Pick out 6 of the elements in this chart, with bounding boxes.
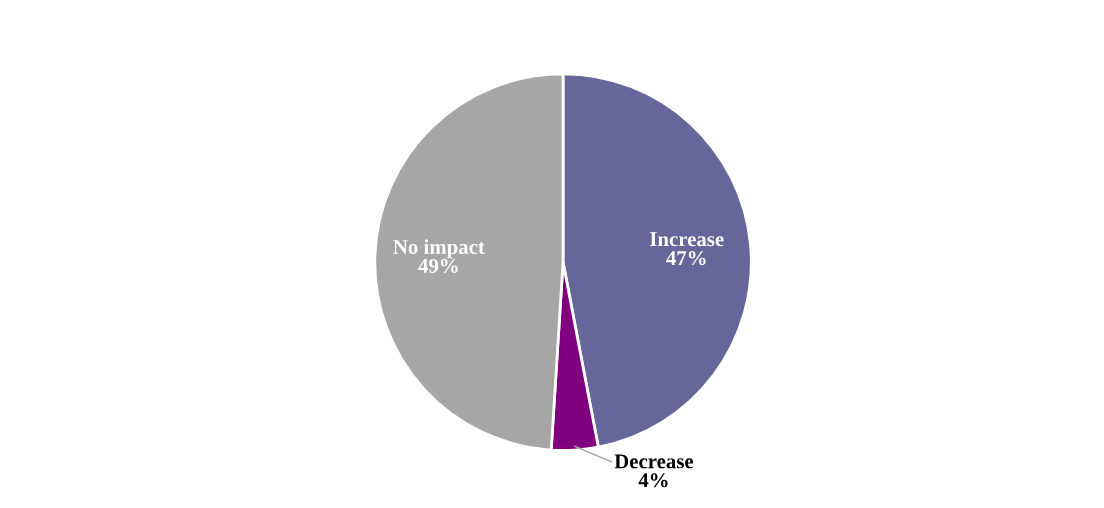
data-label: 49% bbox=[418, 258, 458, 273]
data-label: 47% bbox=[666, 251, 706, 266]
slice-label: Increase bbox=[650, 232, 724, 247]
data-label: 4% bbox=[638, 473, 668, 488]
slice-label: No impact bbox=[393, 239, 485, 259]
slice-label: Decrease bbox=[614, 454, 694, 469]
